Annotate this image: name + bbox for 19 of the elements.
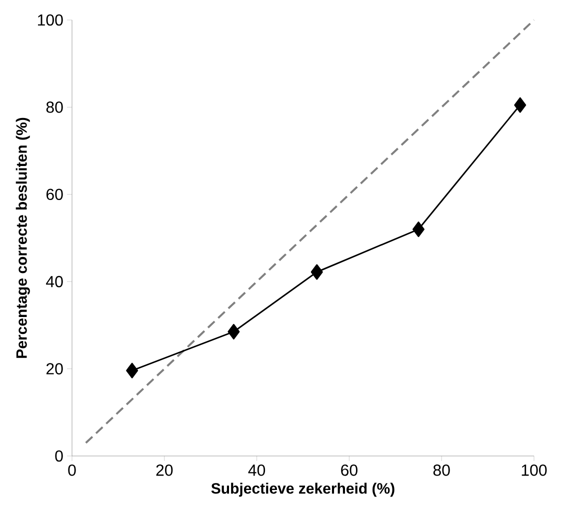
x-tick-label: 100 — [522, 464, 547, 476]
y-tick-label: 60 — [46, 188, 63, 200]
y-axis-title: Percentage correcte besluiten (%) — [16, 118, 30, 358]
x-axis-title: Subjectieve zekerheid (%) — [211, 482, 394, 497]
y-tick-label: 40 — [46, 276, 63, 288]
point — [228, 324, 240, 340]
x-tick-label: 20 — [156, 464, 173, 476]
y-tick-label: 100 — [38, 14, 63, 26]
y-tick-label: 20 — [46, 363, 63, 374]
point — [412, 222, 424, 238]
point — [310, 264, 323, 280]
point — [126, 362, 138, 378]
point — [514, 97, 526, 113]
y-tick-label: 80 — [46, 102, 63, 113]
x-tick-label: 0 — [68, 464, 76, 476]
x-tick-label: 40 — [248, 464, 266, 476]
x-tick-label: 60 — [341, 464, 358, 476]
x-tick-label: 80 — [433, 464, 450, 476]
y-tick-label: 0 — [55, 450, 63, 462]
